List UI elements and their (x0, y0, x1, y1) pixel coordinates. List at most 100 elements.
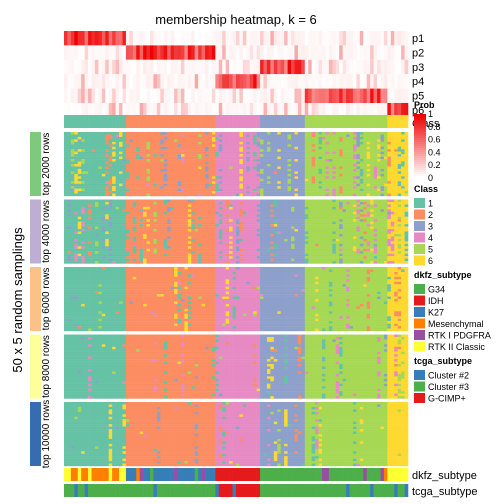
membership-cell (339, 156, 343, 160)
prob-cell (301, 88, 306, 103)
membership-cell (346, 171, 350, 175)
membership-cell (266, 236, 271, 240)
membership-cell (287, 183, 292, 187)
class-cell (404, 115, 409, 128)
membership-cell (160, 141, 165, 145)
membership-cell (180, 164, 185, 167)
membership-cell (163, 201, 168, 205)
membership-cell (167, 258, 171, 262)
membership-cell (397, 166, 402, 170)
membership-cell (74, 171, 79, 175)
prob-cell (363, 103, 368, 118)
membership-cell (88, 248, 92, 252)
membership-cell (287, 144, 292, 147)
membership-cell (146, 173, 151, 177)
membership-cell (256, 204, 261, 208)
membership-cell (270, 134, 275, 138)
membership-cell (222, 146, 226, 150)
membership-cell (266, 253, 271, 257)
membership-cell (377, 139, 381, 143)
prob-cell (332, 88, 337, 103)
membership-cell (256, 258, 261, 262)
membership-cell (242, 236, 247, 240)
membership-cell (280, 134, 285, 138)
membership-cell (215, 139, 220, 143)
membership-cell (277, 161, 282, 165)
membership-cell (174, 238, 178, 242)
membership-cell (401, 166, 405, 170)
membership-cell (280, 181, 285, 184)
membership-cell (346, 176, 350, 179)
membership-cell (249, 186, 254, 189)
membership-cell (277, 204, 282, 208)
prob-cell (225, 31, 230, 46)
membership-cell (153, 224, 158, 227)
membership-cell (249, 248, 254, 252)
membership-cell (153, 261, 158, 264)
membership-cell (304, 154, 309, 157)
membership-cell (187, 199, 192, 203)
membership-cell (273, 258, 278, 262)
membership-cell (177, 173, 182, 177)
prob-cell (332, 103, 337, 118)
membership-cell (363, 166, 368, 170)
membership-cell (401, 151, 405, 155)
membership-cell (70, 188, 75, 192)
membership-cell (266, 231, 271, 235)
membership-cell (208, 243, 213, 247)
membership-cell (74, 183, 79, 187)
membership-cell (64, 178, 68, 182)
membership-cell (352, 193, 357, 197)
membership-cell (339, 134, 343, 138)
membership-cell (249, 176, 254, 179)
membership-cell (308, 183, 312, 187)
membership-cell (70, 258, 75, 262)
prob-cell (229, 103, 233, 118)
membership-cell (363, 149, 368, 152)
membership-cell (236, 231, 240, 235)
prob-cell (81, 31, 85, 46)
membership-cell (77, 243, 82, 247)
membership-cell (211, 258, 216, 262)
membership-cell (277, 159, 282, 162)
membership-cell (205, 226, 209, 230)
membership-cell (322, 166, 326, 170)
membership-cell (170, 146, 175, 150)
membership-cell (294, 161, 299, 165)
membership-cell (101, 256, 106, 259)
membership-cell (88, 139, 92, 143)
membership-cell (156, 139, 161, 143)
membership-cell (253, 134, 257, 138)
membership-cell (125, 151, 130, 155)
membership-cell (370, 188, 374, 192)
membership-cell (177, 231, 182, 235)
membership-cell (91, 243, 96, 247)
membership-cell (291, 176, 295, 179)
membership-cell (239, 166, 244, 170)
membership-cell (277, 231, 282, 235)
membership-cell (136, 201, 140, 205)
membership-cell (194, 251, 199, 254)
membership-cell (308, 181, 312, 184)
membership-cell (270, 173, 275, 177)
membership-cell (246, 183, 251, 187)
prob-cell (167, 88, 171, 103)
membership-cell (270, 186, 275, 189)
membership-cell (377, 176, 381, 179)
membership-cell (387, 168, 392, 172)
membership-cell (246, 246, 251, 249)
membership-cell (218, 204, 223, 208)
membership-cell (373, 191, 378, 194)
membership-cell (132, 216, 137, 220)
membership-cell (325, 191, 330, 194)
membership-cell (232, 209, 237, 213)
membership-cell (119, 246, 123, 249)
membership-cell (304, 149, 309, 152)
membership-cell (359, 154, 364, 157)
membership-cell (256, 151, 261, 155)
membership-cell (277, 199, 282, 203)
membership-cell (119, 149, 123, 152)
membership-cell (143, 216, 147, 220)
membership-cell (180, 226, 185, 230)
membership-cell (163, 243, 168, 247)
